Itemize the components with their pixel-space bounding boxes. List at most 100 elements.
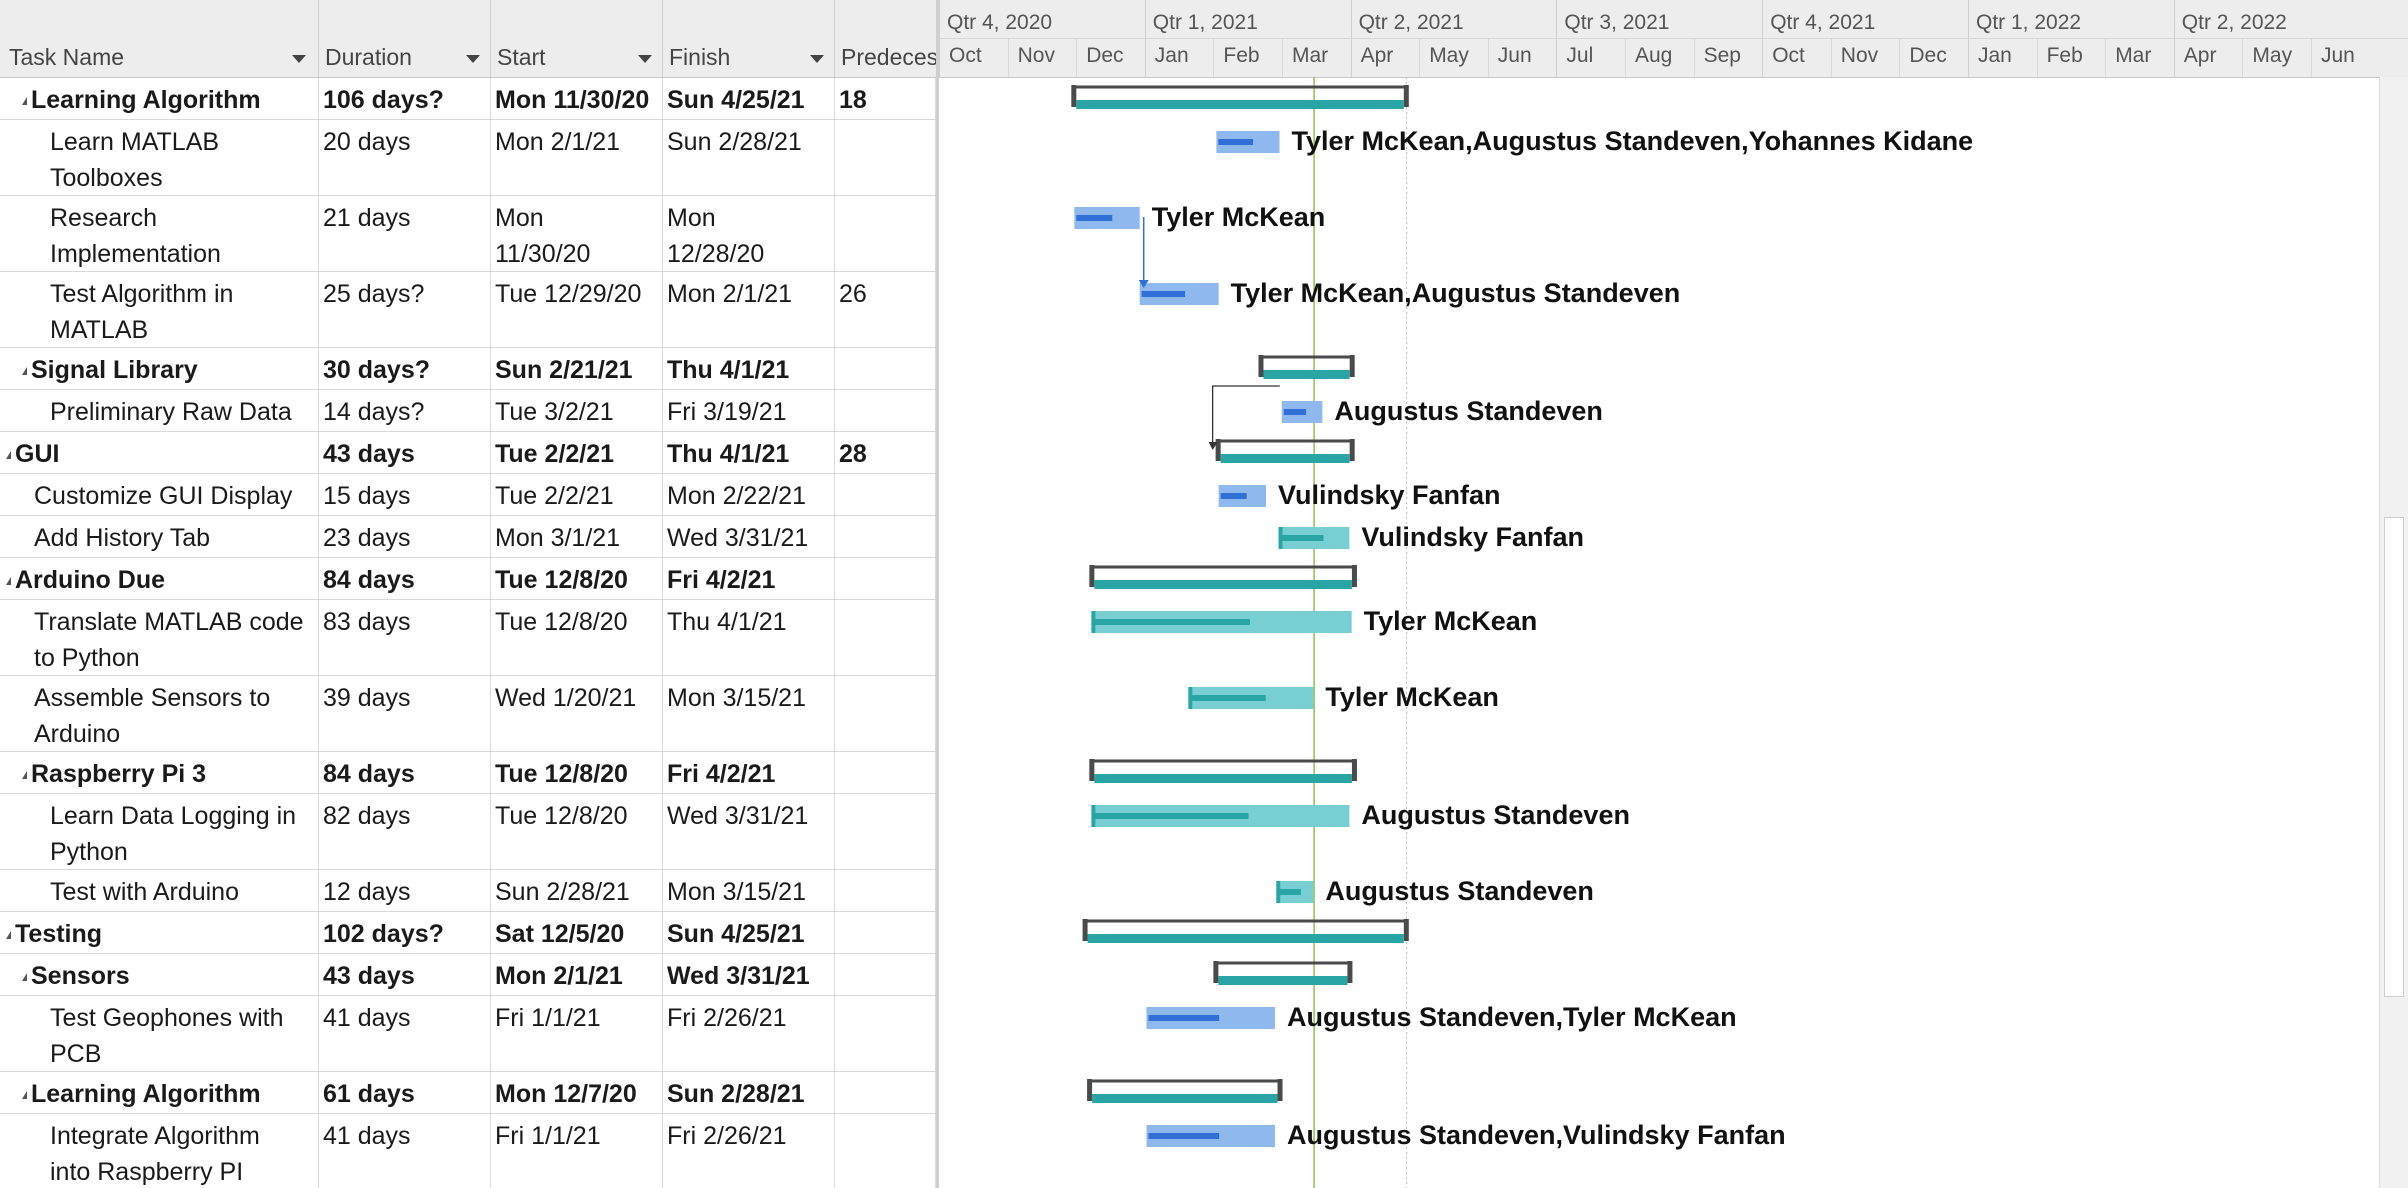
chevron-down-icon[interactable]: [466, 55, 480, 63]
task-duration-cell[interactable]: 23 days: [319, 516, 491, 557]
scrollbar-thumb[interactable]: [2384, 517, 2404, 997]
task-row[interactable]: Preliminary Raw Data 14 days? Tue 3/2/21 Fr…: [0, 390, 936, 432]
task-predecessors-cell[interactable]: [835, 390, 936, 431]
task-start-cell[interactable]: Fri 1/1/21: [491, 996, 663, 1071]
task-duration-cell[interactable]: 84 days: [319, 558, 491, 599]
task-finish-cell[interactable]: Sun 4/25/21: [663, 912, 835, 953]
task-predecessors-cell[interactable]: [835, 348, 936, 389]
task-predecessors-cell[interactable]: [835, 752, 936, 793]
task-name-cell[interactable]: GUI: [0, 432, 319, 473]
collapse-triangle-icon[interactable]: [22, 367, 27, 375]
task-row[interactable]: Test Algorithm in MATLAB 25 days? Tue 12/2…: [0, 272, 936, 348]
task-predecessors-cell[interactable]: [835, 558, 936, 599]
task-row[interactable]: Test Geophones with PCB 41 days Fri 1/1/21…: [0, 996, 936, 1072]
column-header-start[interactable]: Start: [491, 0, 663, 77]
task-start-cell[interactable]: Tue 12/29/20: [491, 272, 663, 347]
task-predecessors-cell[interactable]: [835, 676, 936, 751]
task-start-cell[interactable]: Wed 1/20/21: [491, 676, 663, 751]
collapse-triangle-icon[interactable]: [22, 1091, 27, 1099]
task-name-cell[interactable]: Integrate Algorithm into Raspberry PI: [0, 1114, 319, 1188]
task-predecessors-cell[interactable]: 28: [835, 432, 936, 473]
task-start-cell[interactable]: Fri 1/1/21: [491, 1114, 663, 1188]
task-duration-cell[interactable]: 12 days: [319, 870, 491, 911]
task-name-cell[interactable]: Assemble Sensors to Arduino: [0, 676, 319, 751]
task-duration-cell[interactable]: 106 days?: [319, 78, 491, 119]
task-row[interactable]: GUI 43 days Tue 2/2/21 Thu 4/1/21 28: [0, 432, 936, 474]
task-name-cell[interactable]: Test Algorithm in MATLAB: [0, 272, 319, 347]
task-predecessors-cell[interactable]: [835, 794, 936, 869]
chevron-down-icon[interactable]: [292, 55, 306, 63]
task-row[interactable]: Testing 102 days? Sat 12/5/20 Sun 4/25/21: [0, 912, 936, 954]
task-duration-cell[interactable]: 84 days: [319, 752, 491, 793]
task-start-cell[interactable]: Mon 3/1/21: [491, 516, 663, 557]
task-predecessors-cell[interactable]: [835, 196, 936, 271]
collapse-triangle-icon[interactable]: [22, 97, 27, 105]
task-start-cell[interactable]: Mon 2/1/21: [491, 954, 663, 995]
task-finish-cell[interactable]: Sun 2/28/21: [663, 120, 835, 195]
column-header-duration[interactable]: Duration: [319, 0, 491, 77]
task-row[interactable]: Learning Algorithm 61 days Mon 12/7/20 Sun …: [0, 1072, 936, 1114]
task-finish-cell[interactable]: Sun 4/25/21: [663, 78, 835, 119]
task-finish-cell[interactable]: Thu 4/1/21: [663, 432, 835, 473]
task-finish-cell[interactable]: Wed 3/31/21: [663, 794, 835, 869]
task-duration-cell[interactable]: 15 days: [319, 474, 491, 515]
task-duration-cell[interactable]: 30 days?: [319, 348, 491, 389]
task-predecessors-cell[interactable]: [835, 954, 936, 995]
task-name-cell[interactable]: Sensors: [0, 954, 319, 995]
task-name-cell[interactable]: Translate MATLAB code to Python: [0, 600, 319, 675]
task-duration-cell[interactable]: 20 days: [319, 120, 491, 195]
task-start-cell[interactable]: Tue 2/2/21: [491, 432, 663, 473]
task-finish-cell[interactable]: Mon 12/28/20: [663, 196, 835, 271]
task-finish-cell[interactable]: Thu 4/1/21: [663, 600, 835, 675]
task-predecessors-cell[interactable]: 18: [835, 78, 936, 119]
task-name-cell[interactable]: Learning Algorithm: [0, 78, 319, 119]
task-finish-cell[interactable]: Thu 4/1/21: [663, 348, 835, 389]
task-row[interactable]: Sensors 43 days Mon 2/1/21 Wed 3/31/21: [0, 954, 936, 996]
task-row[interactable]: Add History Tab 23 days Mon 3/1/21 Wed 3/31…: [0, 516, 936, 558]
task-finish-cell[interactable]: Fri 3/19/21: [663, 390, 835, 431]
collapse-triangle-icon[interactable]: [6, 577, 11, 585]
task-row[interactable]: Signal Library 30 days? Sun 2/21/21 Thu 4/1…: [0, 348, 936, 390]
task-finish-cell[interactable]: Fri 2/26/21: [663, 996, 835, 1071]
task-start-cell[interactable]: Tue 12/8/20: [491, 600, 663, 675]
task-finish-cell[interactable]: Wed 3/31/21: [663, 954, 835, 995]
task-duration-cell[interactable]: 43 days: [319, 432, 491, 473]
task-duration-cell[interactable]: 41 days: [319, 1114, 491, 1188]
task-predecessors-cell[interactable]: [835, 1072, 936, 1113]
task-name-cell[interactable]: Testing: [0, 912, 319, 953]
collapse-triangle-icon[interactable]: [6, 451, 11, 459]
task-name-cell[interactable]: Preliminary Raw Data: [0, 390, 319, 431]
task-predecessors-cell[interactable]: [835, 120, 936, 195]
task-name-cell[interactable]: Test with Arduino: [0, 870, 319, 911]
task-duration-cell[interactable]: 102 days?: [319, 912, 491, 953]
task-finish-cell[interactable]: Sun 2/28/21: [663, 1072, 835, 1113]
task-row[interactable]: Research Implementation 21 days Mon 11/30/…: [0, 196, 936, 272]
collapse-triangle-icon[interactable]: [6, 931, 11, 939]
task-name-cell[interactable]: Customize GUI Display: [0, 474, 319, 515]
task-start-cell[interactable]: Sun 2/28/21: [491, 870, 663, 911]
task-name-cell[interactable]: Signal Library: [0, 348, 319, 389]
task-finish-cell[interactable]: Fri 4/2/21: [663, 558, 835, 599]
task-duration-cell[interactable]: 82 days: [319, 794, 491, 869]
collapse-triangle-icon[interactable]: [22, 771, 27, 779]
task-name-cell[interactable]: Learning Algorithm: [0, 1072, 319, 1113]
task-name-cell[interactable]: Learn Data Logging in Python: [0, 794, 319, 869]
task-start-cell[interactable]: Mon 11/30/20: [491, 78, 663, 119]
task-predecessors-cell[interactable]: [835, 1114, 936, 1188]
task-predecessors-cell[interactable]: [835, 474, 936, 515]
task-finish-cell[interactable]: Fri 4/2/21: [663, 752, 835, 793]
task-row[interactable]: Customize GUI Display 15 days Tue 2/2/21 Mo…: [0, 474, 936, 516]
chevron-down-icon[interactable]: [638, 55, 652, 63]
task-start-cell[interactable]: Tue 3/2/21: [491, 390, 663, 431]
task-predecessors-cell[interactable]: [835, 912, 936, 953]
task-start-cell[interactable]: Tue 2/2/21: [491, 474, 663, 515]
task-start-cell[interactable]: Sun 2/21/21: [491, 348, 663, 389]
task-finish-cell[interactable]: Wed 3/31/21: [663, 516, 835, 557]
column-header-finish[interactable]: Finish: [663, 0, 835, 77]
task-duration-cell[interactable]: 25 days?: [319, 272, 491, 347]
task-finish-cell[interactable]: Fri 2/26/21: [663, 1114, 835, 1188]
task-predecessors-cell[interactable]: 26: [835, 272, 936, 347]
task-finish-cell[interactable]: Mon 2/1/21: [663, 272, 835, 347]
task-duration-cell[interactable]: 43 days: [319, 954, 491, 995]
task-name-cell[interactable]: Test Geophones with PCB: [0, 996, 319, 1071]
